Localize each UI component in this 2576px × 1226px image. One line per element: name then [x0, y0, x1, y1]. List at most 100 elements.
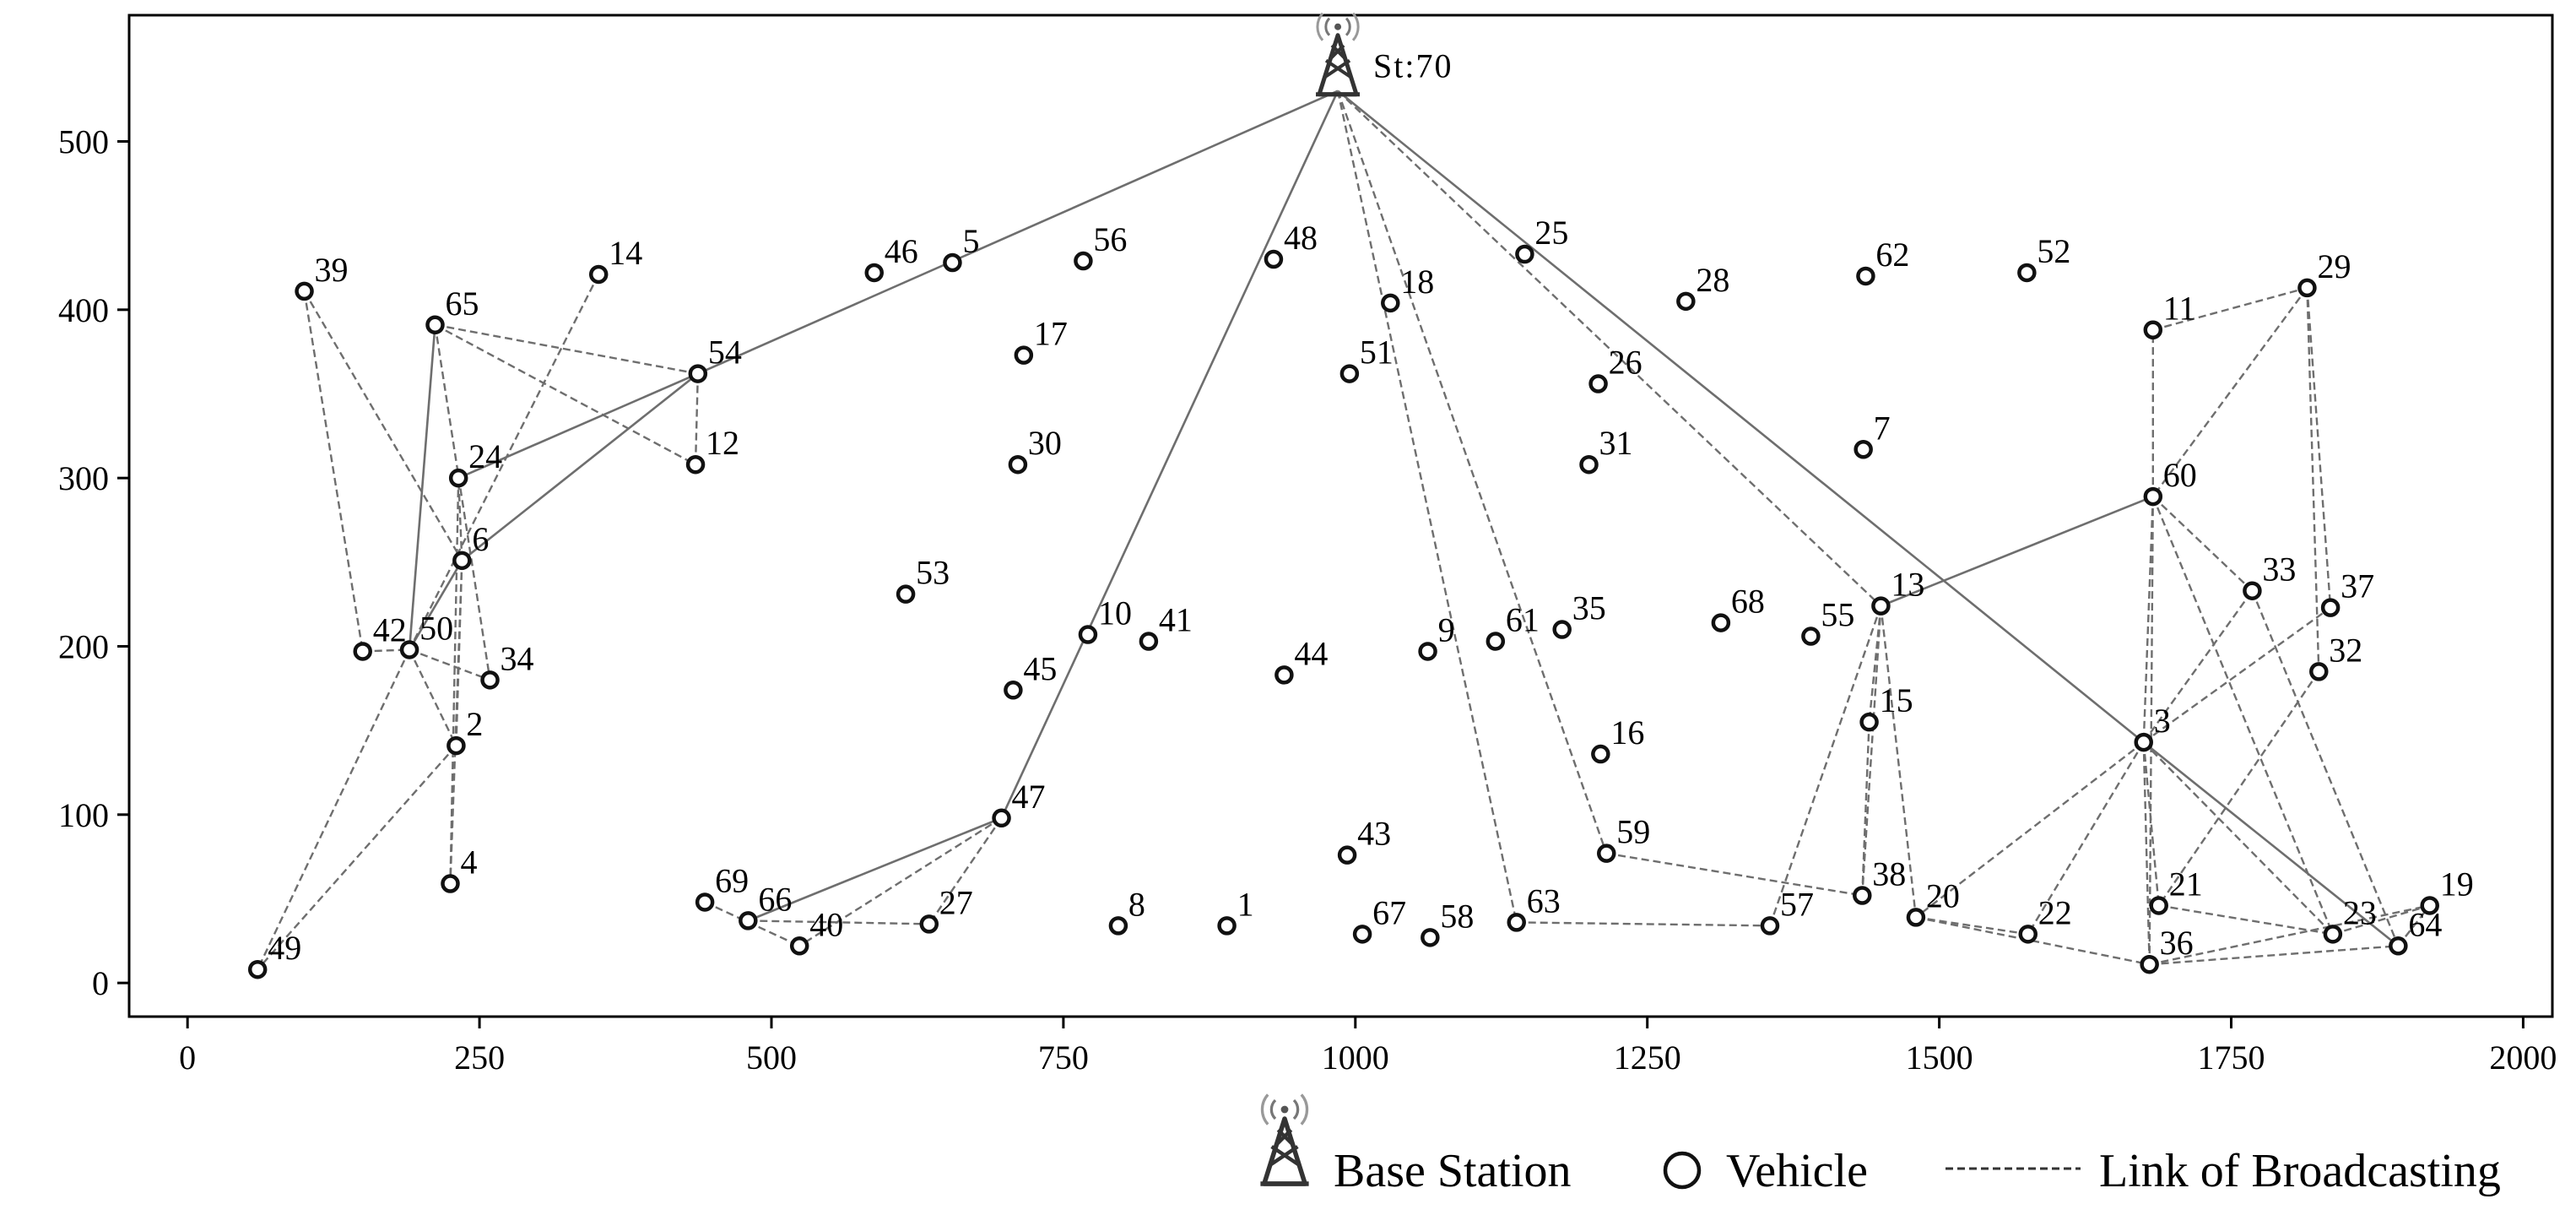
vehicle-icon [353, 642, 372, 661]
vehicle-node: 7 [1854, 409, 1891, 459]
vehicle-label: 16 [1610, 713, 1644, 751]
vehicle-label: 14 [609, 234, 642, 272]
vehicle-label: 64 [2408, 905, 2442, 943]
vehicle-label: 8 [1128, 885, 1145, 923]
vehicle-label: 61 [1506, 600, 1540, 638]
vehicle-node: 32 [2309, 631, 2362, 681]
vehicle-node: 46 [864, 232, 918, 283]
vehicle-icon [1854, 440, 1873, 459]
vehicle-label: 69 [715, 861, 749, 899]
vehicle-node: 6 [452, 520, 489, 571]
base-station: St:70 [1316, 12, 1452, 97]
vehicle-node: 65 [425, 285, 479, 335]
vehicle-icon [1552, 620, 1572, 639]
broadcast-link [1880, 605, 1918, 918]
broadcast-link [2332, 904, 2431, 936]
broadcast-link [2149, 945, 2399, 966]
vehicle-label: 56 [1093, 220, 1127, 258]
vehicle-icon [1760, 916, 1780, 936]
vehicle-label: 35 [1572, 589, 1606, 627]
vehicle-label: 67 [1372, 893, 1406, 931]
vehicle-node: 35 [1552, 589, 1606, 639]
broadcast-link [1337, 90, 1882, 607]
vehicle-icon [2309, 662, 2329, 681]
broadcast-link [1336, 90, 1518, 923]
vehicle-node: 29 [2297, 247, 2351, 298]
vehicle-label: 59 [1616, 813, 1650, 851]
vehicle-node: 9 [1418, 610, 1455, 661]
vehicle-icon [1588, 374, 1608, 393]
vehicle-icon [1515, 244, 1534, 264]
vehicle-icon [1337, 845, 1357, 865]
vehicle-label: 18 [1400, 263, 1434, 301]
y-tick-label: 0 [92, 964, 109, 1002]
broadcast-link [2143, 606, 2331, 744]
vehicle-node: 64 [2389, 905, 2442, 956]
broadcast-link [1606, 852, 1863, 897]
vehicle-icon [2243, 581, 2262, 600]
vehicle-icon [1676, 291, 1696, 312]
vehicle-node: 66 [739, 880, 792, 930]
legend-tower-icon [1260, 1093, 1309, 1186]
vehicle-icon [739, 911, 758, 930]
vehicle-node: 11 [2143, 290, 2195, 339]
vehicle-node: 36 [2140, 924, 2194, 974]
vehicle-node: 15 [1859, 681, 1913, 732]
vehicle-icon [1859, 712, 1879, 732]
broadcast-link [303, 290, 364, 652]
vehicle-label: 2 [466, 705, 483, 743]
vehicle-node: 43 [1337, 815, 1391, 865]
vehicle-node: 21 [2149, 865, 2203, 915]
vehicle-label: 53 [916, 554, 950, 592]
vehicle-node: 68 [1711, 583, 1765, 632]
vehicle-label: 47 [1012, 778, 1046, 816]
vehicle-icon [2149, 896, 2168, 915]
broadcast-link [2027, 741, 2145, 935]
vehicle-icon [1339, 364, 1360, 383]
vehicle-icon [2140, 954, 2159, 974]
broadcast-link [1768, 605, 1882, 926]
vehicle-node: 60 [2143, 456, 2197, 507]
vehicle-node: 67 [1352, 893, 1406, 944]
broadcast-link [435, 323, 699, 375]
vehicle-icon [2134, 732, 2153, 752]
vehicle-label: 44 [1294, 634, 1328, 672]
vehicle-label: 57 [1780, 885, 1814, 923]
vehicle-node: 61 [1486, 600, 1540, 651]
vehicle-label: 24 [468, 437, 502, 475]
broadcast-link [434, 324, 491, 681]
vehicle-label: 52 [2037, 232, 2070, 270]
vehicle-node: 59 [1597, 813, 1650, 863]
vehicle-label: 39 [315, 251, 349, 289]
vehicle-node: 40 [789, 905, 843, 956]
vehicle-node: 42 [353, 610, 407, 661]
vehicle-icon [1108, 916, 1128, 936]
y-axis-ticks: 0 100 200 300 400 500 [58, 122, 129, 1002]
vehicle-node: 54 [688, 334, 742, 383]
vehicle-icon [1801, 627, 1821, 646]
vehicle-node: 1 [1217, 885, 1254, 936]
broadcast-link [2152, 286, 2308, 331]
vehicle-label: 54 [708, 334, 742, 372]
vehicle-icon [1421, 928, 1440, 947]
broadcast-link [409, 648, 490, 681]
x-tick-label: 2000 [2489, 1039, 2557, 1077]
vehicle-label: 21 [2169, 865, 2203, 903]
broadcast-link [694, 373, 700, 465]
legend-link-label: Link of Broadcasting [2099, 1145, 2501, 1197]
vehicle-icon [399, 640, 419, 659]
vehicle-label: 42 [373, 610, 407, 648]
x-tick-label: 750 [1038, 1039, 1089, 1077]
vehicle-icon [2143, 486, 2163, 507]
vehicle-label: 32 [2329, 631, 2362, 669]
broadcast-link [928, 817, 1003, 925]
vehicle-label: 68 [1731, 583, 1765, 621]
broadcast-link [798, 816, 1003, 947]
vehicle-node: 50 [399, 609, 453, 659]
links [257, 90, 2431, 970]
vehicle-label: 58 [1440, 897, 1474, 935]
vehicle-icon [1871, 596, 1891, 616]
vehicle-node: 19 [2420, 865, 2474, 915]
vehicle-icon [1597, 844, 1616, 863]
